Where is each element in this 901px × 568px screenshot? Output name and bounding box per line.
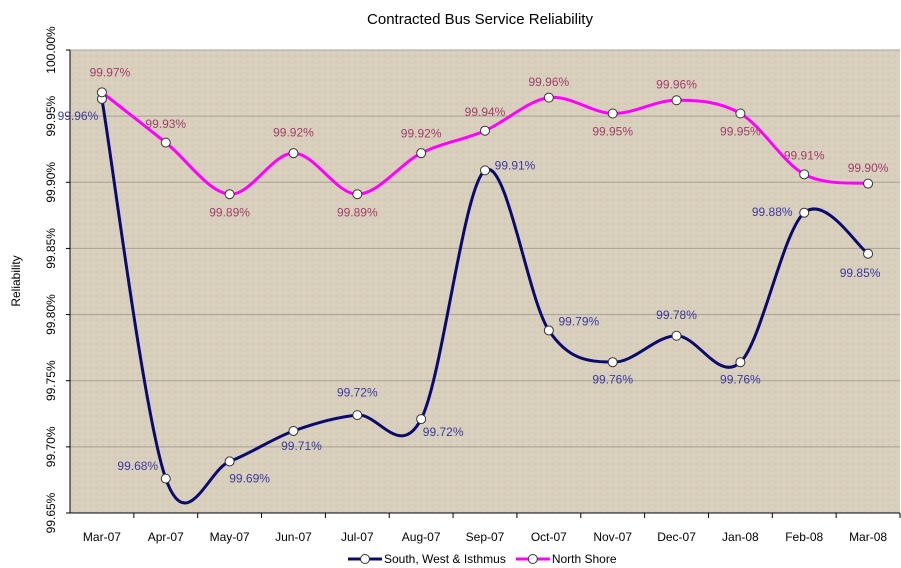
x-tick-label: Dec-07 bbox=[657, 530, 696, 544]
data-point bbox=[735, 108, 746, 119]
data-label: 99.72% bbox=[423, 425, 464, 439]
data-label: 99.88% bbox=[752, 205, 793, 219]
data-label: 99.93% bbox=[145, 117, 186, 131]
data-label: 99.91% bbox=[784, 149, 825, 163]
x-tick-label: Oct-07 bbox=[531, 530, 567, 544]
data-point bbox=[352, 410, 363, 421]
data-point bbox=[224, 456, 235, 467]
x-tick-label: Feb-08 bbox=[785, 530, 823, 544]
data-point bbox=[416, 414, 427, 425]
data-label: 99.76% bbox=[720, 372, 761, 386]
data-point bbox=[160, 473, 171, 484]
data-point bbox=[96, 87, 107, 98]
data-label: 99.95% bbox=[720, 125, 761, 139]
data-label: 99.79% bbox=[558, 315, 599, 329]
data-point bbox=[671, 330, 682, 341]
y-axis-title: Reliability bbox=[9, 255, 23, 306]
data-point bbox=[416, 148, 427, 159]
chart-title: Contracted Bus Service Reliability bbox=[367, 11, 593, 28]
x-tick-label: Jan-08 bbox=[722, 530, 759, 544]
data-point bbox=[543, 92, 554, 103]
data-point bbox=[224, 189, 235, 200]
data-point bbox=[607, 357, 618, 368]
data-point bbox=[863, 248, 874, 259]
data-label: 99.94% bbox=[465, 105, 506, 119]
data-label: 99.78% bbox=[656, 308, 697, 322]
data-point bbox=[735, 357, 746, 368]
data-point bbox=[288, 148, 299, 159]
data-label: 99.69% bbox=[229, 472, 270, 486]
y-tick-label: 99.65% bbox=[44, 492, 58, 533]
y-tick-label: 99.75% bbox=[44, 360, 58, 401]
x-tick-label: May-07 bbox=[210, 530, 250, 544]
legend-marker bbox=[360, 554, 370, 564]
data-point bbox=[799, 169, 810, 180]
y-tick-label: 99.70% bbox=[44, 426, 58, 467]
data-label: 99.89% bbox=[209, 205, 250, 219]
data-label: 99.92% bbox=[401, 126, 442, 140]
x-tick-label: Jun-07 bbox=[275, 530, 312, 544]
data-label: 99.72% bbox=[337, 385, 378, 399]
data-point bbox=[863, 178, 874, 189]
data-label: 99.68% bbox=[117, 459, 158, 473]
data-point bbox=[671, 95, 682, 106]
data-point bbox=[480, 165, 490, 176]
data-point bbox=[160, 137, 171, 148]
y-tick-label: 99.85% bbox=[44, 228, 58, 269]
data-label: 99.89% bbox=[337, 205, 378, 219]
x-tick-label: Aug-07 bbox=[402, 530, 441, 544]
data-point bbox=[543, 325, 554, 336]
data-label: 99.95% bbox=[592, 125, 633, 139]
x-tick-label: Apr-07 bbox=[148, 530, 184, 544]
x-tick-label: Mar-07 bbox=[83, 530, 121, 544]
legend-label: South, West & Isthmus bbox=[384, 552, 506, 566]
data-label: 99.91% bbox=[495, 159, 536, 173]
data-point bbox=[288, 425, 299, 436]
legend-label: North Shore bbox=[552, 552, 617, 566]
x-tick-label: Mar-08 bbox=[849, 530, 887, 544]
data-label: 99.96% bbox=[58, 109, 99, 123]
y-tick-label: 99.95% bbox=[44, 95, 58, 136]
data-label: 99.92% bbox=[273, 125, 314, 139]
x-tick-label: Nov-07 bbox=[593, 530, 632, 544]
data-label: 99.96% bbox=[656, 77, 697, 91]
data-label: 99.97% bbox=[90, 66, 131, 80]
data-label: 99.71% bbox=[281, 439, 322, 453]
data-point bbox=[799, 207, 810, 218]
y-tick-label: 99.90% bbox=[44, 162, 58, 203]
data-label: 99.96% bbox=[528, 75, 569, 89]
data-label: 99.76% bbox=[592, 372, 633, 386]
data-point bbox=[480, 125, 490, 136]
x-tick-label: Sep-07 bbox=[466, 530, 505, 544]
data-label: 99.85% bbox=[840, 266, 881, 280]
data-label: 99.90% bbox=[848, 161, 889, 175]
data-point bbox=[607, 108, 618, 119]
y-tick-label: 99.80% bbox=[44, 294, 58, 335]
data-point bbox=[352, 189, 363, 200]
legend-marker bbox=[527, 554, 538, 564]
y-tick-label: 100.00% bbox=[44, 26, 58, 74]
legend: South, West & Isthmus North Shore bbox=[348, 552, 617, 566]
x-tick-label: Jul-07 bbox=[341, 530, 374, 544]
